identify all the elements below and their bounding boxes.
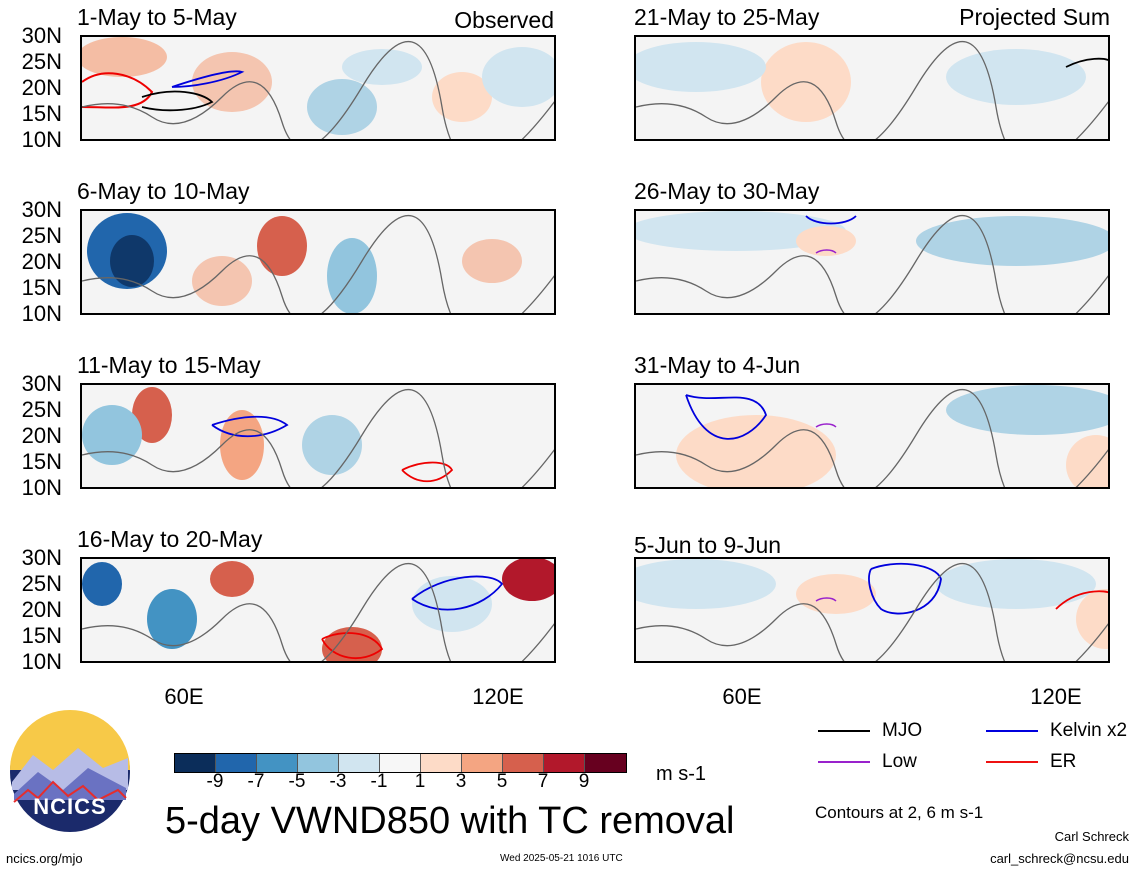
colorbar-tick: 5	[496, 771, 508, 792]
colorbar-tick: 7	[537, 771, 549, 792]
lon-label-120e-right: 120E	[1030, 684, 1082, 709]
lat-label-30n-row3: 30N	[21, 371, 62, 396]
legend-line-er	[986, 761, 1038, 763]
lat-label-15n-row2: 15N	[21, 275, 62, 300]
lat-label-20n-row2: 20N	[21, 249, 62, 274]
panel-title-3: 11-May to 15-May	[77, 352, 261, 378]
legend-line-mjo	[818, 730, 870, 732]
colorbar-tick: 3	[455, 771, 467, 792]
colorbar-swatch	[503, 754, 544, 772]
colorbar-swatch	[380, 754, 421, 772]
panel-title-4: 16-May to 20-May	[77, 526, 263, 552]
colorbar-swatch	[421, 754, 462, 772]
lat-label-25n-row4: 25N	[21, 571, 62, 596]
ncics-logo: NCICS	[8, 710, 132, 834]
map-panel-6	[634, 209, 1110, 315]
lat-label-10n-row1: 10N	[21, 127, 62, 152]
legend-label-kelvin: Kelvin x2	[1050, 720, 1128, 741]
footer-url[interactable]: ncics.org/mjo	[6, 851, 83, 866]
map-panel-7	[634, 383, 1110, 489]
panel-title-6: 26-May to 30-May	[634, 178, 820, 204]
logo-text: NCICS	[33, 794, 107, 819]
colorbar-swatch	[462, 754, 503, 772]
colorbar-swatch	[175, 754, 216, 772]
map-panel-2	[80, 209, 556, 315]
panel-title-7: 31-May to 4-Jun	[634, 352, 801, 378]
lat-label-10n-row4: 10N	[21, 649, 62, 674]
panel-title-8: 5-Jun to 9-Jun	[634, 532, 782, 558]
lat-label-20n-row4: 20N	[21, 597, 62, 622]
map-panel-5	[634, 35, 1110, 141]
footer-author: Carl Schreck	[1054, 829, 1129, 844]
lat-label-10n-row2: 10N	[21, 301, 62, 326]
lon-label-120e-left: 120E	[472, 684, 524, 709]
lat-label-30n-row4: 30N	[21, 545, 62, 570]
main-title: 5-day VWND850 with TC removal	[165, 800, 735, 842]
colorbar-tick: 1	[414, 771, 426, 792]
colorbar-swatch	[339, 754, 380, 772]
lat-label-30n-row1: 30N	[21, 23, 62, 48]
legend-kelvin: Kelvin x2	[986, 720, 1127, 742]
colorbar-tick: -7	[247, 771, 265, 792]
lat-label-25n-row2: 25N	[21, 223, 62, 248]
colorbar-tick: -5	[288, 771, 306, 792]
footer-timestamp: Wed 2025-05-21 1016 UTC	[500, 853, 623, 864]
lat-label-25n-row3: 25N	[21, 397, 62, 422]
lat-label-10n-row3: 10N	[21, 475, 62, 500]
legend-line-kelvin	[986, 730, 1038, 732]
lat-label-15n-row3: 15N	[21, 449, 62, 474]
colorbar-tick: -1	[370, 771, 388, 792]
lat-label-20n-row3: 20N	[21, 423, 62, 448]
projected-label: Projected Sum	[959, 4, 1110, 30]
lon-label-60e-left: 60E	[164, 684, 204, 709]
lat-label-20n-row1: 20N	[21, 75, 62, 100]
map-panel-3	[80, 383, 556, 489]
panel-title-1: 1-May to 5-May	[77, 4, 237, 30]
map-panel-8	[634, 557, 1110, 663]
colorbar-tick: 9	[578, 771, 590, 792]
colorbar-swatch	[544, 754, 585, 772]
legend-label-er: ER	[1050, 751, 1077, 772]
footer-email[interactable]: carl_schreck@ncsu.edu	[990, 851, 1129, 866]
map-panel-1	[80, 35, 556, 141]
legend-er: ER	[986, 751, 1076, 773]
colorbar-swatch	[257, 754, 298, 772]
map-panel-4	[80, 557, 556, 663]
legend-label-low: Low	[882, 751, 917, 772]
lat-label-25n-row1: 25N	[21, 49, 62, 74]
legend-label-mjo: MJO	[882, 720, 923, 741]
contours-note: Contours at 2, 6 m s-1	[815, 803, 984, 822]
panel-title-2: 6-May to 10-May	[77, 178, 250, 204]
colorbar-tick: -9	[206, 771, 224, 792]
colorbar	[174, 753, 627, 773]
colorbar-swatch	[298, 754, 339, 772]
lat-label-30n-row2: 30N	[21, 197, 62, 222]
legend-low: Low	[818, 751, 917, 773]
lat-label-15n-row4: 15N	[21, 623, 62, 648]
colorbar-swatch	[585, 754, 626, 772]
observed-label: Observed	[454, 7, 554, 33]
colorbar-units: m s-1	[656, 763, 706, 785]
panel-title-5: 21-May to 25-May	[634, 4, 820, 30]
colorbar-swatch	[216, 754, 257, 772]
legend-line-low	[818, 761, 870, 763]
lon-label-60e-right: 60E	[722, 684, 762, 709]
colorbar-tick: -3	[329, 771, 347, 792]
lat-label-15n-row1: 15N	[21, 101, 62, 126]
legend-mjo: MJO	[818, 720, 922, 742]
